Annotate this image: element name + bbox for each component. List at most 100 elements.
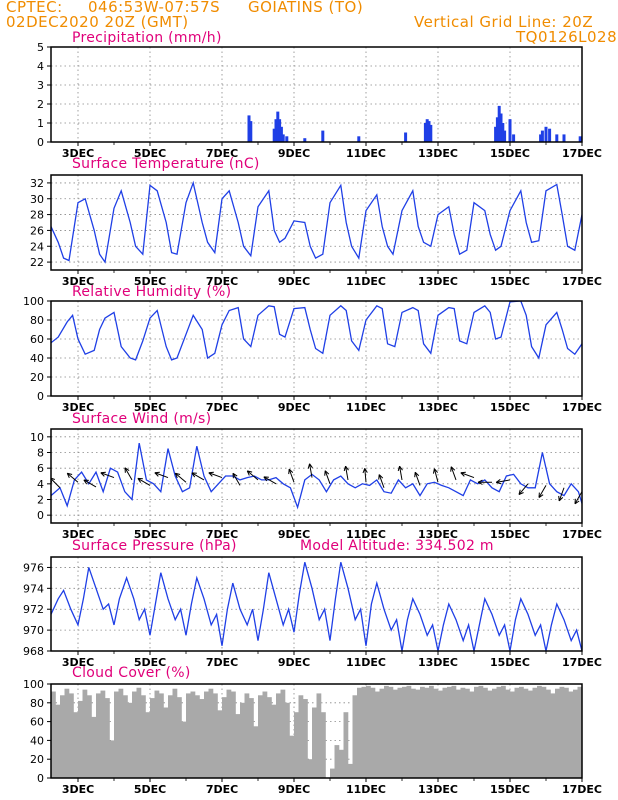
cloud-bar bbox=[253, 726, 259, 778]
cloud-bar bbox=[348, 763, 353, 778]
wind-arrow-head bbox=[137, 478, 142, 483]
cloud-bar bbox=[150, 698, 155, 778]
cloud-bar bbox=[204, 691, 209, 778]
wind-arrow bbox=[232, 473, 241, 486]
panel-title-pressure: Surface Pressure (hPa) bbox=[72, 538, 237, 554]
cloud-bar bbox=[240, 702, 245, 778]
wind-arrow-head bbox=[518, 492, 524, 496]
cloud-bar bbox=[114, 691, 119, 778]
wind-arrow-head bbox=[432, 468, 435, 474]
ytick-label: 20 bbox=[30, 753, 44, 766]
cloud-bar bbox=[546, 689, 551, 778]
precip-bar bbox=[272, 128, 276, 142]
xtick-label: 15DEC bbox=[490, 656, 530, 669]
cloud-bar bbox=[303, 699, 308, 778]
wind-arrow bbox=[246, 470, 259, 481]
wind-arrow-head bbox=[477, 481, 483, 485]
cloud-bar bbox=[208, 688, 214, 778]
wind-arrow bbox=[100, 472, 115, 479]
precip-bar bbox=[540, 130, 544, 142]
xtick-label: 17DEC bbox=[562, 783, 602, 796]
cloud-bar bbox=[496, 686, 502, 778]
ytick-label: 970 bbox=[23, 624, 44, 637]
ytick-label: 976 bbox=[23, 561, 44, 574]
wind-arrow-head bbox=[154, 472, 159, 477]
wind-arrow-head bbox=[263, 476, 268, 482]
panel-frame-rh bbox=[50, 300, 583, 397]
cloud-bar bbox=[289, 735, 295, 778]
ytick-label: 30 bbox=[30, 193, 44, 206]
series-line-wind bbox=[51, 442, 582, 510]
cloud-bar bbox=[226, 689, 232, 778]
cloud-bar bbox=[91, 716, 97, 778]
xtick-label: 17DEC bbox=[562, 147, 602, 160]
cloud-bar bbox=[55, 704, 61, 778]
cloud-bar bbox=[541, 686, 547, 778]
cloud-bar bbox=[447, 686, 452, 778]
wind-arrow bbox=[324, 470, 331, 485]
wind-arrow-head bbox=[83, 479, 88, 485]
cloud-bar bbox=[334, 745, 340, 778]
series-line-rh bbox=[51, 301, 582, 361]
xtick-label: 5DEC bbox=[134, 783, 166, 796]
ytick-label: 5 bbox=[37, 41, 44, 54]
wind-arrow-head bbox=[66, 473, 70, 479]
cloud-bar bbox=[73, 712, 79, 778]
xtick-label: 3DEC bbox=[62, 783, 94, 796]
wind-arrow-head bbox=[460, 471, 466, 474]
panel-frame-precip bbox=[50, 46, 583, 143]
precip-bar bbox=[495, 117, 499, 142]
precip-bar bbox=[357, 136, 361, 142]
precip-bar bbox=[494, 126, 498, 142]
header-coords: 046:53W-07:57S bbox=[88, 0, 221, 16]
cloud-bar bbox=[564, 687, 569, 778]
wind-arrow-head bbox=[208, 471, 214, 474]
series-line-pressure bbox=[51, 562, 582, 651]
wind-arrow-head bbox=[343, 465, 347, 472]
xtick-label: 5DEC bbox=[134, 147, 166, 160]
ytick-label: 60 bbox=[30, 333, 44, 346]
ytick-label: 6 bbox=[37, 462, 44, 475]
xtick-label: 3DEC bbox=[62, 528, 94, 541]
xtick-label: 15DEC bbox=[490, 401, 530, 414]
panel-frame-cloud bbox=[50, 683, 583, 779]
precip-bar bbox=[247, 115, 251, 142]
xtick-label: 17DEC bbox=[562, 275, 602, 288]
ytick-label: 2 bbox=[37, 494, 44, 507]
data-wind bbox=[51, 442, 582, 510]
wind-arrow-head bbox=[414, 471, 420, 477]
cloud-bar bbox=[361, 686, 367, 778]
wind-arrow-head bbox=[51, 477, 55, 480]
precip-bar bbox=[508, 119, 512, 142]
cloud-bar bbox=[141, 695, 146, 778]
wind-arrow-head bbox=[495, 479, 501, 483]
ytick-label: 10 bbox=[30, 431, 44, 444]
precip-bar bbox=[562, 134, 566, 142]
wind-arrow bbox=[450, 466, 457, 481]
cloud-bar bbox=[555, 688, 560, 778]
ytick-label: 0 bbox=[37, 772, 44, 785]
cloud-bar bbox=[276, 693, 281, 778]
cloud-bar bbox=[519, 686, 524, 778]
ytick-label: 22 bbox=[30, 256, 44, 269]
wind-arrow-head bbox=[558, 497, 564, 502]
wind-arrow bbox=[496, 479, 511, 483]
xtick-label: 5DEC bbox=[134, 401, 166, 414]
cloud-bar bbox=[136, 687, 142, 778]
cloud-bar bbox=[177, 697, 182, 778]
precip-bar bbox=[281, 134, 285, 142]
xtick-label: 13DEC bbox=[418, 147, 458, 160]
wind-arrow bbox=[309, 463, 313, 478]
cloud-bar bbox=[321, 712, 326, 778]
cloud-bar bbox=[69, 693, 74, 778]
precip-bar bbox=[548, 128, 552, 142]
wind-arrow-head bbox=[538, 494, 544, 498]
precip-bar bbox=[578, 136, 582, 142]
precip-bar bbox=[499, 113, 503, 142]
cloud-bar bbox=[523, 688, 529, 778]
precip-bar bbox=[274, 119, 278, 142]
ytick-label: 20 bbox=[30, 371, 44, 384]
cloud-bar bbox=[388, 686, 394, 778]
cloud-bar bbox=[181, 721, 187, 778]
